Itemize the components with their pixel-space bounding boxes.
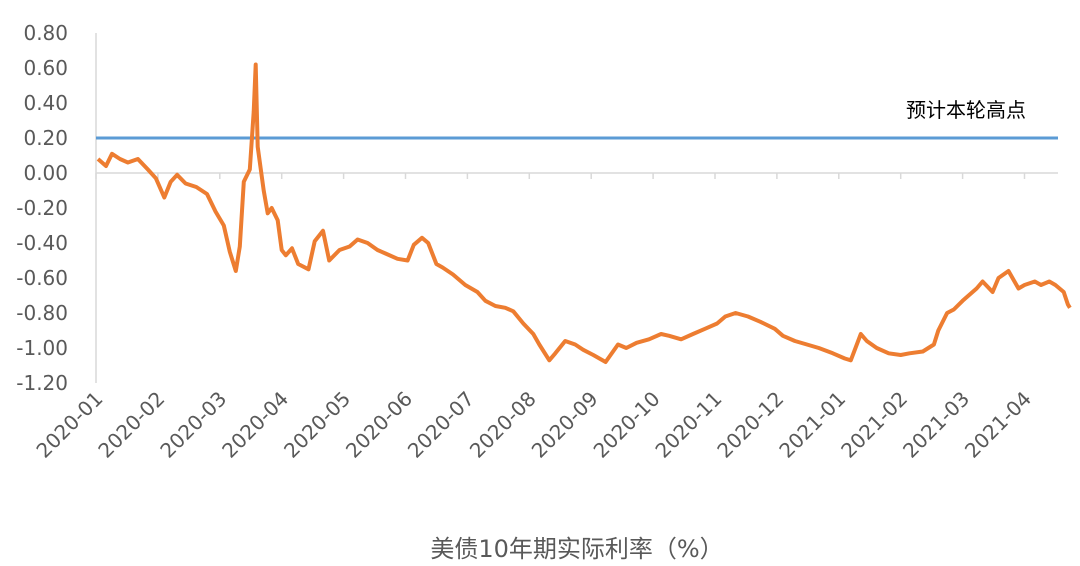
x-tick-label: 2020-09: [527, 387, 603, 463]
x-tick-label: 2021-01: [774, 387, 850, 463]
y-tick-label: 0.40: [23, 91, 68, 115]
y-tick-label: -0.20: [16, 196, 68, 220]
x-axis: 2020-012020-022020-032020-042020-052020-…: [31, 172, 1058, 463]
x-tick-label: 2020-12: [712, 387, 788, 463]
y-tick-label: 0.20: [23, 126, 68, 150]
x-tick-label: 2020-03: [155, 387, 231, 463]
y-tick-label: 0.80: [23, 21, 68, 45]
y-tick-label: 0.60: [23, 56, 68, 80]
x-tick-label: 2020-10: [589, 387, 665, 463]
y-axis: 0.80 0.60 0.40 0.20 0.00 -0.20 -0.40 -0.60 -0.80…: [16, 21, 97, 395]
y-tick-label: -0.80: [16, 301, 68, 325]
annotation-label: 预计本轮高点: [906, 98, 1026, 122]
x-tick-label: 2020-08: [465, 387, 541, 463]
x-tick-label: 2020-11: [650, 387, 726, 463]
x-tick-label: 2021-02: [836, 387, 912, 463]
x-tick-label: 2020-06: [341, 387, 417, 463]
x-tick-label: 2020-02: [93, 387, 169, 463]
y-tick-label: -0.60: [16, 266, 68, 290]
y-tick-label: -0.40: [16, 231, 68, 255]
x-tick-label: 2020-04: [217, 387, 293, 463]
x-axis-caption: 美债10年期实际利率（%）: [430, 535, 723, 563]
x-tick-label: 2020-01: [31, 387, 107, 463]
y-tick-label: -1.00: [16, 336, 68, 360]
x-tick-label: 2020-05: [279, 387, 355, 463]
x-tick-label: 2020-07: [403, 387, 479, 463]
y-tick-label: -1.20: [16, 371, 68, 395]
real-rate-line-series: [96, 62, 1072, 364]
x-tick-label: 2021-03: [898, 387, 974, 463]
y-tick-label: 0.00: [23, 161, 68, 185]
x-tick-label: 2021-04: [960, 387, 1036, 463]
